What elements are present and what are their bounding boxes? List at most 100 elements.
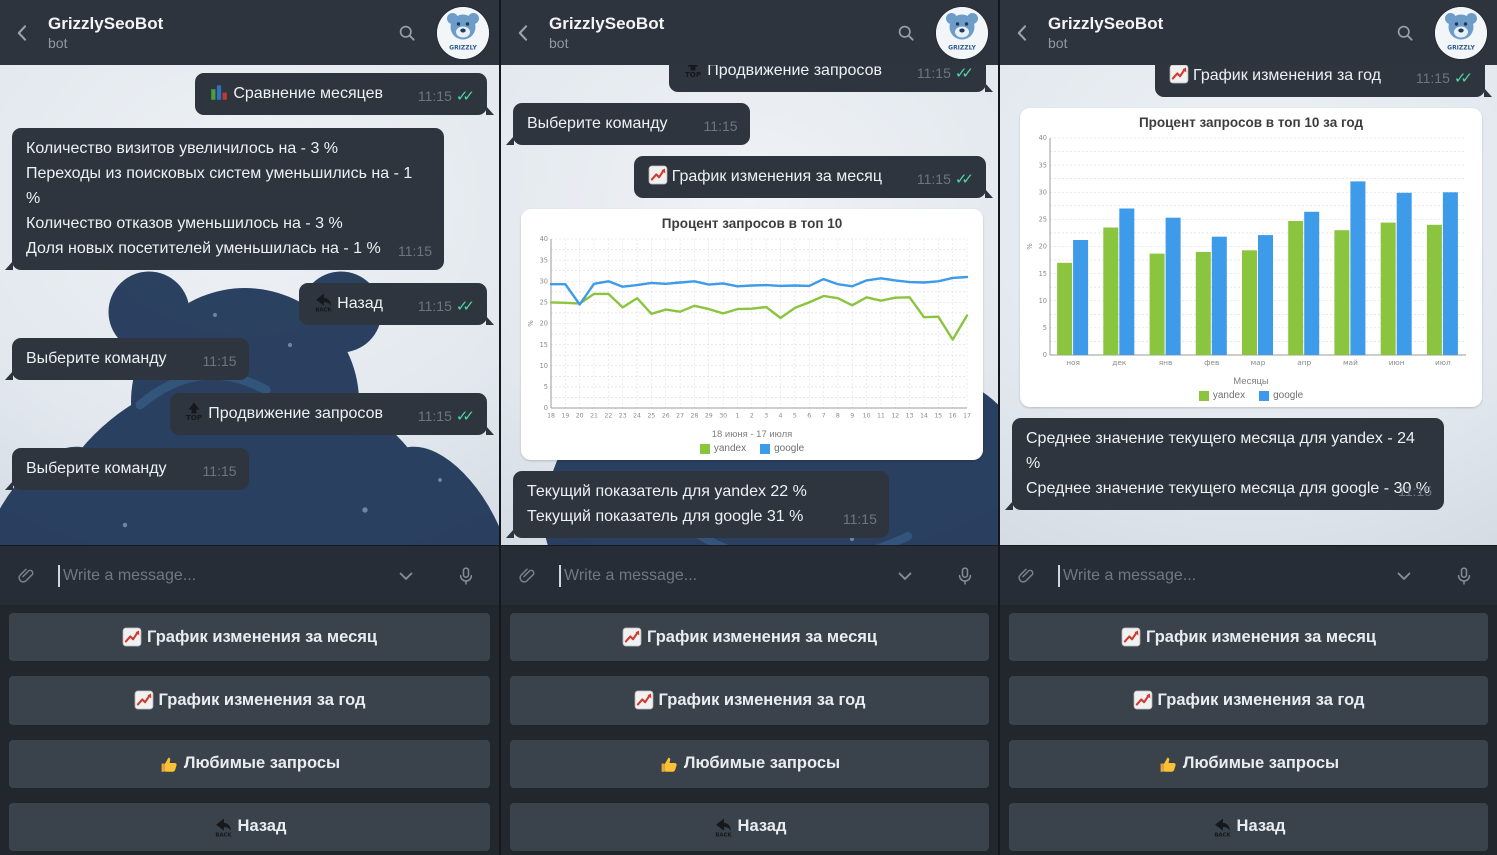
chat-info[interactable]: GrizzlySeoBot bot <box>1048 14 1389 52</box>
voice-message-button[interactable] <box>950 559 984 593</box>
svg-text:0: 0 <box>544 404 548 412</box>
voice-message-button[interactable] <box>451 559 485 593</box>
svg-text:21: 21 <box>590 413 598 420</box>
bot-avatar[interactable]: GRIZZLY <box>1435 6 1487 59</box>
svg-text:13: 13 <box>906 413 914 420</box>
chat-history[interactable]: 11:15Сравнение месяцев11:15✓✓Количество … <box>0 65 499 545</box>
voice-message-button[interactable] <box>1449 559 1483 593</box>
read-checks-icon: ✓✓ <box>455 88 475 105</box>
svg-text:ноя: ноя <box>1066 358 1080 367</box>
message-text: Выберите команду <box>26 460 167 477</box>
message-time: 11:15 <box>916 171 951 187</box>
back-button[interactable] <box>1008 16 1042 50</box>
message-time: 11:15 <box>1415 70 1450 86</box>
svg-text:40: 40 <box>540 235 548 243</box>
chat-history[interactable]: TOP Продвижение запросов 11:15 ✓✓ Выберите к… <box>501 65 998 545</box>
keyboard-toggle-button[interactable] <box>391 559 425 593</box>
search-icon <box>397 23 417 43</box>
attach-button[interactable] <box>1014 561 1044 591</box>
chat-subtitle: bot <box>48 34 68 51</box>
keyboard-button-month-chart[interactable]: График изменения за месяц <box>9 613 490 662</box>
chat-panel-2: GrizzlySeoBot bot GRIZZLY TOP Продвижение за… <box>499 0 998 855</box>
chat-info[interactable]: GrizzlySeoBot bot <box>48 14 391 52</box>
message-input[interactable]: Write a message... <box>1058 564 1389 587</box>
chat-title: GrizzlySeoBot <box>549 13 665 33</box>
svg-text:%: % <box>1026 243 1034 250</box>
paperclip-icon <box>1017 566 1037 586</box>
svg-text:15: 15 <box>934 413 942 420</box>
message-text: Выберите команду <box>26 350 167 367</box>
message-meta: 11:15 <box>398 239 432 264</box>
svg-text:янв: янв <box>1159 358 1173 367</box>
incoming-message: Выберите команду 11:15 <box>5 448 249 490</box>
keyboard-button-month-chart[interactable]: График изменения за месяц <box>1009 613 1488 662</box>
keyboard-button-favorites[interactable]: Любимые запросы <box>1009 739 1488 788</box>
keyboard-toggle-button[interactable] <box>890 559 924 593</box>
keyboard-button-year-chart[interactable]: График изменения за год <box>510 676 989 725</box>
keyboard-button-back[interactable]: BACK Назад <box>9 802 490 851</box>
svg-text:7: 7 <box>822 413 826 420</box>
keyboard-button-favorites[interactable]: Любимые запросы <box>9 739 490 788</box>
back-arrow-icon: BACK <box>713 817 733 838</box>
chat-panel-1: GrizzlySeoBotbotGRIZZLY11:15Сравнение ме… <box>0 0 499 855</box>
mic-icon <box>955 566 975 586</box>
search-button[interactable] <box>1389 15 1425 51</box>
message-meta: 11:15 <box>203 459 237 484</box>
keyboard-button-label: График изменения за год <box>1157 690 1365 709</box>
keyboard-button-month-chart[interactable]: График изменения за месяц <box>510 613 989 662</box>
bot-avatar[interactable]: GRIZZLY <box>437 6 489 59</box>
svg-text:8: 8 <box>836 413 840 420</box>
back-button[interactable] <box>509 16 543 50</box>
chat-title: GrizzlySeoBot <box>1048 13 1164 33</box>
message-input[interactable]: Write a message... <box>58 564 391 587</box>
keyboard-button-year-chart[interactable]: График изменения за год <box>1009 676 1488 725</box>
svg-text:23: 23 <box>619 413 627 420</box>
chat-info[interactable]: GrizzlySeoBot bot <box>549 14 890 52</box>
message-input[interactable]: Write a message... <box>559 564 890 587</box>
month-chart-image[interactable]: Процент запросов в топ 10 0 5 10 15 20 25 30 35 4… <box>521 209 983 460</box>
back-chevron-icon <box>514 23 534 43</box>
bot-avatar[interactable]: GRIZZLY <box>936 6 988 59</box>
year-chart-image[interactable]: Процент запросов в топ 10 за год 0 5 10 15 20… <box>1020 108 1482 407</box>
attach-button[interactable] <box>14 561 44 591</box>
chat-header: GrizzlySeoBot bot GRIZZLY <box>0 0 499 65</box>
search-button[interactable] <box>391 15 427 51</box>
message-text: Назад <box>337 295 383 312</box>
search-button[interactable] <box>890 15 926 51</box>
svg-text:35: 35 <box>1039 161 1047 169</box>
keyboard-button-back[interactable]: BACK Назад <box>1009 802 1488 851</box>
bot-keyboard: График изменения за месяц График изменени… <box>0 605 499 855</box>
svg-text:20: 20 <box>576 413 584 420</box>
chart-up-icon <box>1169 65 1189 84</box>
back-arrow-icon: BACK <box>313 292 333 313</box>
svg-text:16: 16 <box>949 413 957 420</box>
keyboard-button-label: Любимые запросы <box>683 754 841 773</box>
incoming-message: Среднее значение текущего месяца для yan… <box>1005 418 1444 510</box>
keyboard-button-label: График изменения за год <box>158 690 366 709</box>
legend-item: google <box>1259 390 1303 401</box>
legend-item: yandex <box>699 443 746 454</box>
chart-xaxis-label: Месяцы <box>1233 376 1269 387</box>
keyboard-button-back[interactable]: BACK Назад <box>510 802 989 851</box>
svg-text:3: 3 <box>764 413 768 420</box>
back-chevron-icon <box>13 23 33 43</box>
keyboard-button-label: Любимые запросы <box>1182 754 1340 773</box>
chart-up-icon <box>634 690 654 710</box>
keyboard-toggle-button[interactable] <box>1389 559 1423 593</box>
chat-history[interactable]: График изменения за год 11:15 ✓✓ Процент за… <box>1000 65 1497 545</box>
chevron-down-icon <box>895 566 915 586</box>
back-chevron-icon <box>1013 23 1033 43</box>
message-time: 11:15 <box>1398 483 1432 499</box>
svg-text:GRIZZLY: GRIZZLY <box>449 44 477 51</box>
keyboard-button-label: График изменения за месяц <box>646 627 878 646</box>
svg-text:6: 6 <box>807 413 811 420</box>
attach-button[interactable] <box>515 561 545 591</box>
back-button[interactable] <box>8 16 42 50</box>
svg-text:18: 18 <box>547 413 555 420</box>
input-placeholder: Write a message... <box>63 566 197 584</box>
svg-text:15: 15 <box>540 341 548 349</box>
keyboard-button-label: Назад <box>1236 817 1286 836</box>
keyboard-button-favorites[interactable]: Любимые запросы <box>510 739 989 788</box>
keyboard-button-year-chart[interactable]: График изменения за год <box>9 676 490 725</box>
